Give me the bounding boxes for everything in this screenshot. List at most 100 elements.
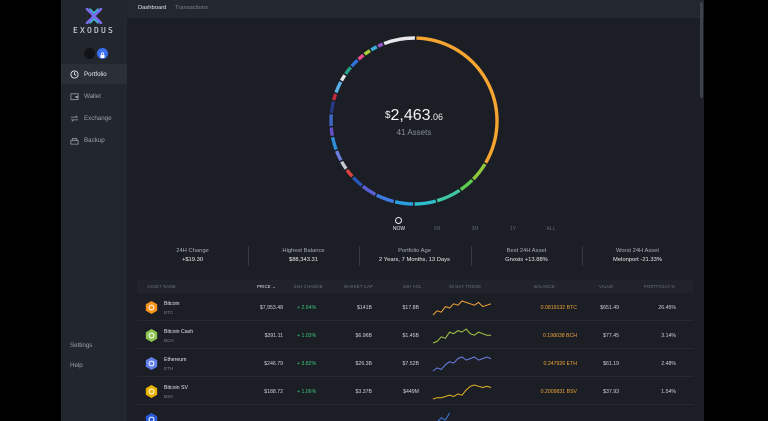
donut-segment [340,160,348,170]
change-cell: + 3.82% [297,361,317,367]
donut-segment [459,178,474,191]
col-value[interactable]: VALUE [599,284,614,289]
change-cell: + 2.64% [297,305,317,311]
donut-segment [350,58,359,68]
bitcoin-cash-icon [145,329,158,342]
stat-divider [359,246,360,266]
stat-24h-change: 24H Change +$19.30 [137,242,248,270]
value-cell: $37.93 [603,389,619,395]
trend-sparkline [432,356,492,372]
price-cell: $391.11 [264,333,283,339]
col-portfolio-pct[interactable]: PORTFOLIO % [644,284,676,289]
timeline-3m[interactable]: 3M [471,226,479,232]
table-row[interactable]: Ethereum ETH $246.79 + 3.82% $26.3B $7.52B 0.2… [137,349,694,377]
table-row[interactable]: Bitcoin BTC $7,953.48 + 2.64% $141B $17.8B 0.0… [137,293,694,321]
sidebar-item-portfolio[interactable]: Portfolio [61,64,127,84]
exodus-logo-icon [85,8,103,24]
total-integer: 2,463 [390,107,431,124]
stat-best-asset: Best 24H Asset Gnosis +13.88% [471,242,582,270]
donut-segment [332,93,338,101]
stat-value: $88,343.31 [288,257,318,263]
change-cell: + 1.06% [297,389,317,395]
sidebar-item-settings[interactable]: Settings [70,342,93,349]
trend-sparkline [437,412,451,421]
col-24h-change[interactable]: 24H CHANGE [294,284,323,289]
lock-icon [100,52,105,58]
stat-divider [248,246,249,266]
stat-divider [471,246,472,266]
backup-icon [70,137,79,145]
donut-segment [361,185,377,196]
balance-cell: 0.2009831 BSV [540,389,577,395]
timeline-all[interactable]: ALL [546,226,556,232]
stat-divider [582,246,583,266]
col-market-cap[interactable]: MARKET CAP [344,284,374,289]
coin-name: Bitcoin Cash [164,329,194,335]
sidebar-item-backup[interactable]: Backup [61,130,127,150]
ethereum-icon [145,357,158,370]
donut-segment [414,199,437,206]
scrollbar[interactable] [700,2,703,98]
trend-sparkline [432,300,492,316]
sync-status[interactable] [84,48,110,60]
sidebar-item-wallet[interactable]: Wallet [61,86,127,106]
chevron-down-icon: ⌄ [272,284,276,289]
donut-segment [351,176,363,187]
col-30-day-trend[interactable]: 30 DAY TREND [449,284,481,289]
donut-segment [340,74,347,82]
tab-dashboard[interactable]: Dashboard [138,5,167,11]
bitcoin-sv-icon [145,385,158,398]
col-asset-name[interactable]: ASSET NAME [147,284,176,289]
table-row[interactable]: Bitcoin Cash BCH $391.11 + 1.03% $6.96B $1.45… [137,321,694,349]
col-24h-vol[interactable]: 24H VOL [403,284,422,289]
clock-icon [70,69,79,79]
sidebar-item-exchange[interactable]: Exchange [61,108,127,128]
stat-highest-balance: Highest Balance $88,343.31 [248,242,359,270]
col-balance[interactable]: BALANCE [534,284,555,289]
stat-label: Worst 24H Asset [615,248,660,254]
donut-segment [377,42,384,48]
sidebar-item-label: Backup [84,136,105,144]
stat-label: Best 24H Asset [506,248,547,254]
portfolio-pct-cell: 1.54% [661,389,676,395]
sidebar-item-help[interactable]: Help [70,362,83,369]
table-row[interactable] [137,405,694,421]
donut-segment [416,36,499,164]
trend-sparkline [432,328,491,344]
table-row[interactable]: Bitcoin SV BSV $188.72 + 1.06% $3.37B $449M 0.… [137,377,694,405]
sidebar-item-label: Portfolio [84,70,107,78]
portfolio-pct-cell: 2.48% [661,361,676,367]
currency-symbol: $ [384,110,391,121]
balance-cell: 0.247926 ETH [543,361,577,367]
donut-segment [345,168,354,178]
timeline-now[interactable]: NOW [392,226,406,232]
value-cell: $61.19 [603,361,619,367]
stats-bar: 24H Change +$19.30 Highest Balance $88,3… [137,242,694,270]
col-price[interactable]: PRICE ⌄ [257,284,276,289]
timeline-1y[interactable]: 1Y [509,226,517,232]
timeline-marker[interactable] [395,217,402,224]
portfolio-pct-cell: 26.45% [658,305,676,311]
sidebar-item-label: Exchange [84,114,112,122]
trend-line [432,328,491,344]
exchange-icon [70,115,79,121]
market-cap-cell: $6.96B [355,333,372,339]
coin-ticker: BTC [164,310,174,315]
coin-name: Bitcoin [164,301,180,307]
stat-value: +$19.30 [181,257,204,263]
sidebar-item-label: Wallet [84,92,101,100]
value-cell: $651.49 [600,305,619,311]
coin-ticker: BCH [164,338,174,343]
trend-line [432,384,492,400]
timeline-1m[interactable]: 1M [433,226,441,232]
coin-icon [145,413,158,421]
sync-dot-left [84,48,95,59]
change-cell: + 1.03% [297,333,317,339]
donut-segment [436,188,461,203]
main-panel: Dashboard Transactions $2,463.06 41 Asse… [127,0,704,421]
donut-segment [329,127,334,137]
value-cell: $77.45 [603,333,619,339]
table-header: ASSET NAME PRICE ⌄ 24H CHANGE MARKET CAP… [137,280,694,293]
stat-value: Gnosis +13.88% [505,257,548,263]
tab-transactions[interactable]: Transactions [175,5,208,11]
